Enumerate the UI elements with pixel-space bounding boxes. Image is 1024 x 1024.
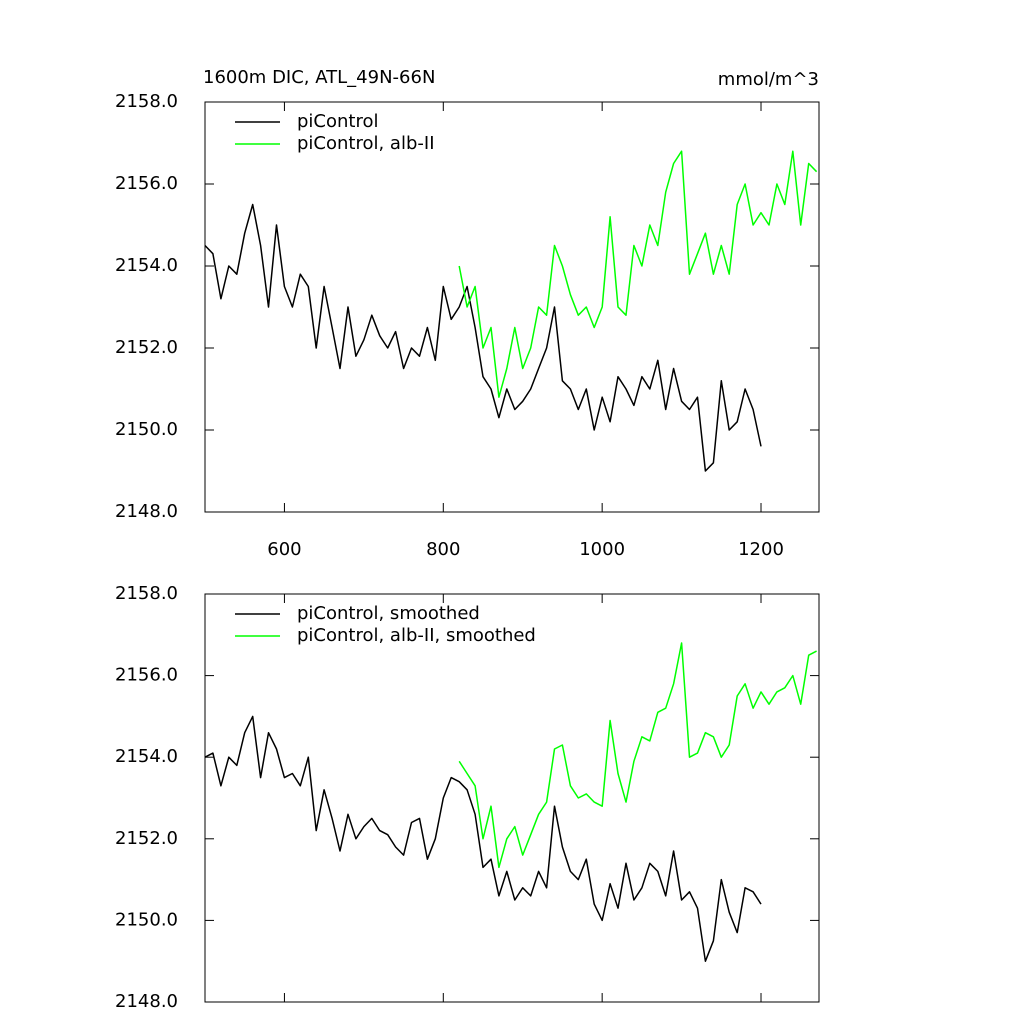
legend-label: piControl, smoothed <box>297 603 480 624</box>
y-tick-label: 2154.0 <box>115 255 178 276</box>
y-tick-label: 2154.0 <box>115 746 178 767</box>
y-tick-label: 2152.0 <box>115 828 178 849</box>
y-tick-label: 2150.0 <box>115 419 178 440</box>
y-tick-label: 2156.0 <box>115 665 178 686</box>
plot-frame <box>204 593 820 1003</box>
chart-title: 1600m DIC, ATL_49N-66N <box>203 67 435 88</box>
legend-label: piControl <box>297 111 379 132</box>
series-line <box>204 715 762 962</box>
y-tick-label: 2148.0 <box>115 991 178 1012</box>
x-tick-label: 1000 <box>579 539 625 560</box>
y-tick-label: 2148.0 <box>115 501 178 522</box>
legend-label: piControl, alb-II, smoothed <box>297 625 536 646</box>
y-tick-label: 2158.0 <box>115 583 178 604</box>
series-line <box>458 150 818 398</box>
y-tick-label: 2158.0 <box>115 91 178 112</box>
x-tick-label: 600 <box>267 539 301 560</box>
units-label: mmol/m^3 <box>718 69 819 90</box>
plot-frame <box>204 101 820 513</box>
legend-label: piControl, alb-II <box>297 133 435 154</box>
series-line <box>458 642 817 869</box>
y-tick-label: 2150.0 <box>115 909 178 930</box>
series-line <box>204 203 762 472</box>
y-tick-label: 2152.0 <box>115 337 178 358</box>
x-tick-label: 1200 <box>738 539 784 560</box>
y-tick-label: 2156.0 <box>115 173 178 194</box>
x-tick-label: 800 <box>426 539 460 560</box>
